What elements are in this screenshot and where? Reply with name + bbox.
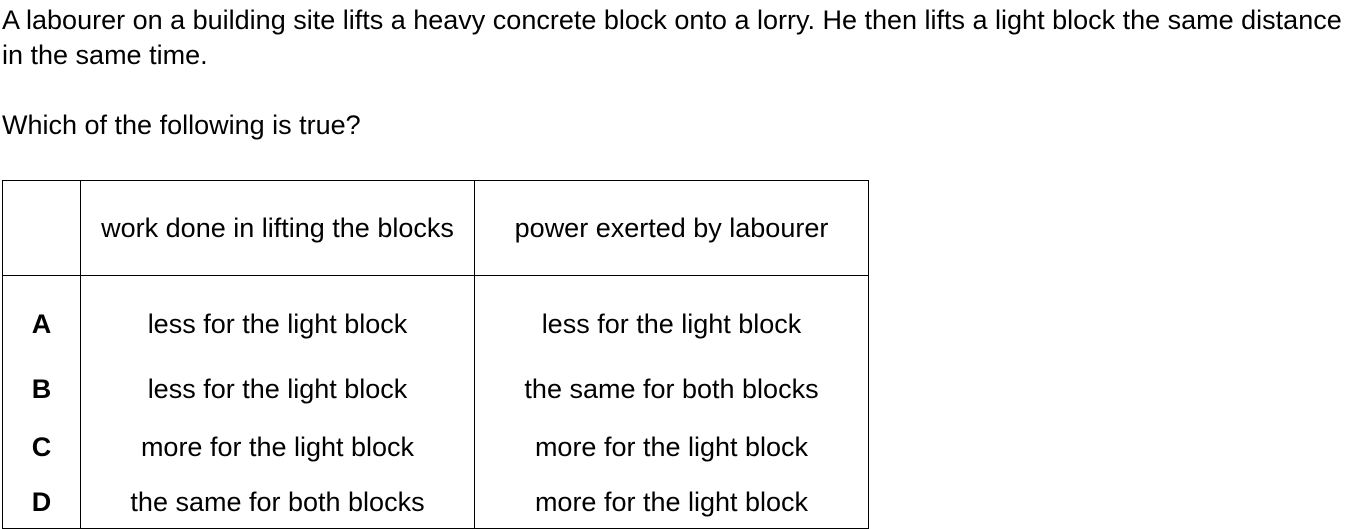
answer-options-table: work done in lifting the blocks power ex… [2,180,869,529]
option-power-cell: more for the light block [474,418,869,476]
option-letter: A [2,275,81,360]
option-letter: B [2,360,81,418]
question-prompt: Which of the following is true? [2,110,361,140]
header-letter-cell [2,180,81,276]
option-letter: C [2,418,81,476]
option-row-c[interactable]: C more for the light block more for the … [2,418,869,476]
option-letter: D [2,476,81,529]
header-work-done: work done in lifting the blocks [80,180,475,276]
table-header-row: work done in lifting the blocks power ex… [2,180,869,276]
option-work-cell: more for the light block [80,418,475,476]
option-row-a[interactable]: A less for the light block less for the … [2,275,869,360]
header-power-exerted: power exerted by labourer [474,180,869,276]
question-stem: A labourer on a building site lifts a he… [2,3,1342,73]
option-power-cell: the same for both blocks [474,360,869,418]
option-power-cell: more for the light block [474,476,869,529]
option-work-cell: less for the light block [80,275,475,360]
option-row-d[interactable]: D the same for both blocks more for the … [2,476,869,529]
question-text: A labourer on a building site lifts a he… [2,5,1342,70]
option-work-cell: the same for both blocks [80,476,475,529]
option-power-cell: less for the light block [474,275,869,360]
option-work-cell: less for the light block [80,360,475,418]
option-row-b[interactable]: B less for the light block the same for … [2,360,869,418]
